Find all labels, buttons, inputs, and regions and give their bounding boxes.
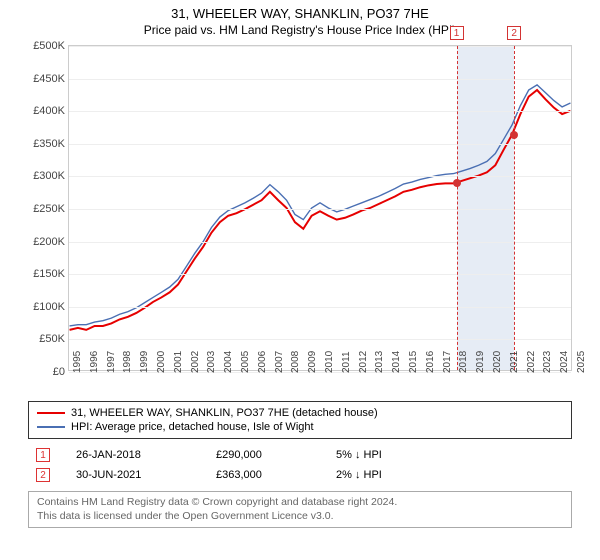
legend-label: HPI: Average price, detached house, Isle… (71, 421, 314, 433)
y-axis-label: £50K (21, 333, 65, 345)
sale-point (510, 131, 518, 139)
y-axis-label: £150K (21, 268, 65, 280)
transaction-pct-vs-hpi: 2% ↓ HPI (336, 469, 456, 481)
line-series-svg (69, 46, 571, 370)
chart-area: £0 £50K £100K £150K £200K £250K £300K £350K £400… (20, 41, 580, 397)
y-gridline (69, 307, 571, 308)
y-axis-label: £250K (21, 203, 65, 215)
x-axis-label: 2025 (576, 351, 587, 373)
x-axis-label: 2000 (156, 351, 167, 373)
legend-row: 31, WHEELER WAY, SHANKLIN, PO37 7HE (det… (37, 406, 563, 420)
chart-subtitle: Price paid vs. HM Land Registry's House … (8, 23, 592, 37)
transaction-date: 30-JUN-2021 (76, 469, 216, 481)
chart-container: 31, WHEELER WAY, SHANKLIN, PO37 7HE Pric… (0, 0, 600, 560)
footer-attribution: Contains HM Land Registry data © Crown c… (28, 491, 572, 528)
x-axis-label: 2003 (206, 351, 217, 373)
x-axis-label: 2017 (442, 351, 453, 373)
page-title: 31, WHEELER WAY, SHANKLIN, PO37 7HE (8, 6, 592, 21)
y-axis-label: £400K (21, 105, 65, 117)
marker-box: 1 (450, 26, 464, 40)
marker-line (514, 46, 515, 370)
y-gridline (69, 339, 571, 340)
x-axis-label: 2010 (324, 351, 335, 373)
marker-box: 2 (507, 26, 521, 40)
y-axis-label: £200K (21, 236, 65, 248)
x-axis-label: 2020 (492, 351, 503, 373)
x-axis-label: 2007 (274, 351, 285, 373)
y-gridline (69, 79, 571, 80)
x-axis-label: 2024 (559, 351, 570, 373)
x-axis-label: 2014 (391, 351, 402, 373)
y-gridline (69, 111, 571, 112)
legend-swatch (37, 412, 65, 414)
transaction-price: £290,000 (216, 449, 336, 461)
x-axis-label: 1995 (72, 351, 83, 373)
x-axis-label: 2002 (190, 351, 201, 373)
series-line-hpi (70, 85, 571, 326)
y-axis-label: £450K (21, 73, 65, 85)
x-axis-label: 2013 (374, 351, 385, 373)
transaction-marker-box: 1 (36, 448, 50, 462)
x-axis-label: 1998 (122, 351, 133, 373)
x-axis-label: 2015 (408, 351, 419, 373)
legend: 31, WHEELER WAY, SHANKLIN, PO37 7HE (det… (28, 401, 572, 439)
x-axis-label: 1996 (89, 351, 100, 373)
transaction-date: 26-JAN-2018 (76, 449, 216, 461)
transaction-marker-box: 2 (36, 468, 50, 482)
y-axis-label: £0 (21, 366, 65, 378)
x-axis-label: 2008 (290, 351, 301, 373)
x-axis-label: 2001 (173, 351, 184, 373)
y-axis-label: £300K (21, 170, 65, 182)
x-axis-label: 2019 (475, 351, 486, 373)
footer-line-2: This data is licensed under the Open Gov… (37, 510, 563, 524)
marker-line (457, 46, 458, 370)
x-axis-label: 2005 (240, 351, 251, 373)
y-axis-label: £500K (21, 40, 65, 52)
transaction-row: 1 26-JAN-2018£290,0005% ↓ HPI (28, 445, 572, 465)
transaction-pct-vs-hpi: 5% ↓ HPI (336, 449, 456, 461)
x-axis-label: 2004 (223, 351, 234, 373)
legend-row: HPI: Average price, detached house, Isle… (37, 420, 563, 434)
x-axis-label: 2021 (509, 351, 520, 373)
sale-point (453, 179, 461, 187)
footer-line-1: Contains HM Land Registry data © Crown c… (37, 496, 563, 510)
y-gridline (69, 274, 571, 275)
x-axis-label: 2011 (341, 351, 352, 373)
x-axis-label: 2012 (358, 351, 369, 373)
y-axis-label: £100K (21, 301, 65, 313)
x-axis-label: 2022 (526, 351, 537, 373)
y-gridline (69, 209, 571, 210)
legend-label: 31, WHEELER WAY, SHANKLIN, PO37 7HE (det… (71, 407, 378, 419)
x-axis-label: 2006 (257, 351, 268, 373)
y-gridline (69, 144, 571, 145)
x-axis-label: 1999 (139, 351, 150, 373)
y-gridline (69, 176, 571, 177)
x-axis-label: 2009 (307, 351, 318, 373)
transaction-table: 1 26-JAN-2018£290,0005% ↓ HPI 2 30-JUN-2021… (28, 445, 572, 485)
transaction-row: 2 30-JUN-2021£363,0002% ↓ HPI (28, 465, 572, 485)
x-axis-label: 2023 (542, 351, 553, 373)
plot: £0£50K£100K£150K£200K£250K£300K£350K£400… (68, 45, 572, 371)
y-gridline (69, 242, 571, 243)
x-axis-label: 1997 (106, 351, 117, 373)
x-axis-label: 2018 (458, 351, 469, 373)
legend-swatch (37, 426, 65, 428)
y-axis-label: £350K (21, 138, 65, 150)
transaction-price: £363,000 (216, 469, 336, 481)
x-axis-label: 2016 (425, 351, 436, 373)
y-gridline (69, 46, 571, 47)
